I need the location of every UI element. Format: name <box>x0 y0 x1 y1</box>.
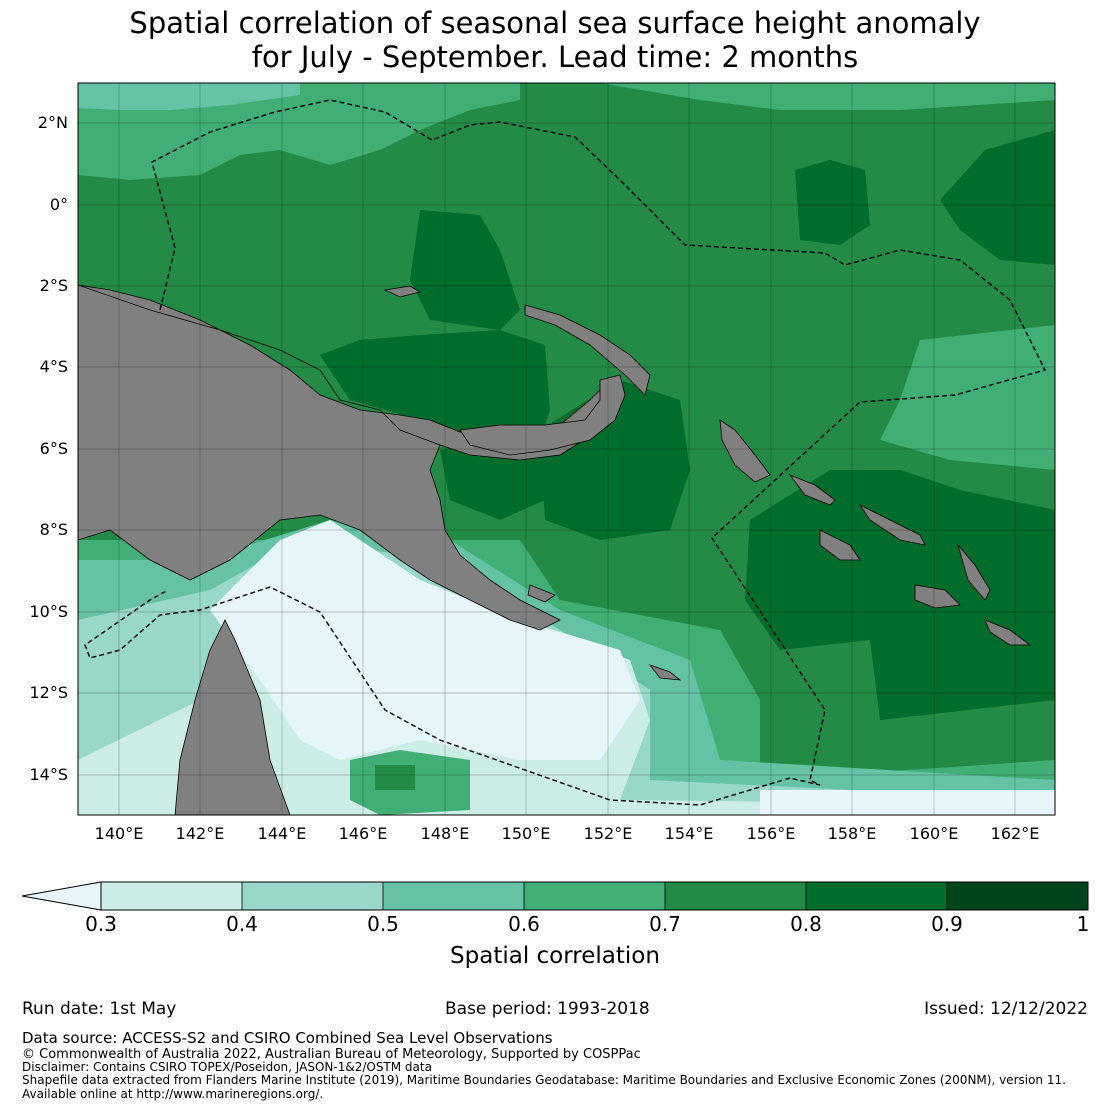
land-santa-isabel <box>858 503 926 546</box>
copyright: © Commonwealth of Australia 2022, Austra… <box>22 1047 641 1062</box>
issued-date: Issued: 12/12/2022 <box>924 999 1088 1019</box>
colorbar-bin-5 <box>665 882 806 910</box>
disclaimer: Disclaimer: Contains CSIRO TOPEX/Poseido… <box>22 1060 432 1074</box>
region-east-light <box>880 325 1055 470</box>
lat-label-10s: 10°S <box>29 602 68 621</box>
colorbar-bin-7 <box>947 882 1088 910</box>
graticule <box>78 83 1055 815</box>
shapefile-credit: Shapefile data extracted from Flanders M… <box>22 1073 1066 1087</box>
land-cape-york <box>174 619 291 815</box>
colorbar-bin-3 <box>383 882 524 910</box>
colorbar-tick-0.6: 0.6 <box>508 912 540 936</box>
colorbar-tick-0.9: 0.9 <box>931 912 963 936</box>
colorbar-frame <box>100 881 1089 911</box>
land-bougainville <box>719 419 771 483</box>
land-manus <box>383 285 422 298</box>
colorbar-tick-0.8: 0.8 <box>790 912 822 936</box>
eez-boundary-png <box>84 99 1047 806</box>
lon-label-162e: 162°E <box>990 824 1040 843</box>
lat-label-14s: 14°S <box>29 765 68 784</box>
lon-label-140e: 140°E <box>94 824 144 843</box>
lon-label-142e: 142°E <box>175 824 225 843</box>
region-dark-core-3 <box>410 210 520 330</box>
land-new-ireland <box>524 304 651 396</box>
lat-label-12s: 12°S <box>29 683 68 702</box>
lon-label-150e: 150°E <box>501 824 551 843</box>
lat-label-2n: 2°N <box>37 113 68 132</box>
land-choiseul <box>788 474 836 506</box>
colorbar-bin-1 <box>101 882 242 910</box>
lat-label-0: 0° <box>49 195 68 214</box>
land-dentrecasteaux <box>527 584 556 603</box>
colorbar-tick-0.7: 0.7 <box>649 912 681 936</box>
land-louisiade <box>648 664 682 681</box>
lat-label-8s: 8°S <box>39 520 68 539</box>
region-south-08-blob <box>375 765 415 790</box>
region-ne-light <box>600 83 1055 110</box>
colorbar-tick-0.3: 0.3 <box>85 912 117 936</box>
region-dark-core-2 <box>940 130 1055 265</box>
lat-label-6s: 6°S <box>39 439 68 458</box>
land-guadalcanal <box>914 584 961 609</box>
region-dark-core-1 <box>795 160 870 245</box>
lat-label-2s: 2°S <box>39 276 68 295</box>
land-new-georgia <box>819 529 861 561</box>
colorbar-separators <box>241 882 948 910</box>
colorbar <box>21 881 1089 911</box>
colorbar-extend-triangle <box>21 881 102 911</box>
colorbar-bin-4 <box>524 882 665 910</box>
region-north-lighter <box>78 83 300 110</box>
colorbar-tick-1: 1 <box>1076 912 1090 936</box>
lon-label-146e: 146°E <box>338 824 388 843</box>
region-dark-core-4 <box>320 330 550 440</box>
chart-title-line2: for July - September. Lead time: 2 month… <box>251 40 859 74</box>
map-frame <box>77 82 1056 816</box>
colorbar-title: Spatial correlation <box>450 943 660 969</box>
lon-label-156e: 156°E <box>746 824 796 843</box>
run-date: Run date: 1st May <box>22 999 177 1019</box>
base-period: Base period: 1993-2018 <box>445 999 650 1019</box>
lon-label-144e: 144°E <box>257 824 307 843</box>
land-new-britain <box>459 374 626 456</box>
lon-label-152e: 152°E <box>583 824 633 843</box>
colorbar-bin-6 <box>806 882 947 910</box>
data-source: Data source: ACCESS-S2 and CSIRO Combine… <box>22 1029 553 1047</box>
colorbar-tick-0.4: 0.4 <box>226 912 258 936</box>
land-malaita <box>957 544 991 601</box>
region-south-03 <box>210 520 640 760</box>
region-se-light <box>760 790 1055 815</box>
lon-label-154e: 154°E <box>664 824 714 843</box>
chart-title-line1: Spatial correlation of seasonal sea surf… <box>129 6 981 40</box>
lat-label-4s: 4°S <box>39 357 68 376</box>
lon-label-160e: 160°E <box>909 824 959 843</box>
marineregions-link: Available online at http://www.marinereg… <box>22 1087 324 1101</box>
land-makira <box>984 619 1032 646</box>
colorbar-tick-0.5: 0.5 <box>367 912 399 936</box>
lon-label-158e: 158°E <box>827 824 877 843</box>
colorbar-bin-2 <box>242 882 383 910</box>
lon-label-148e: 148°E <box>420 824 470 843</box>
